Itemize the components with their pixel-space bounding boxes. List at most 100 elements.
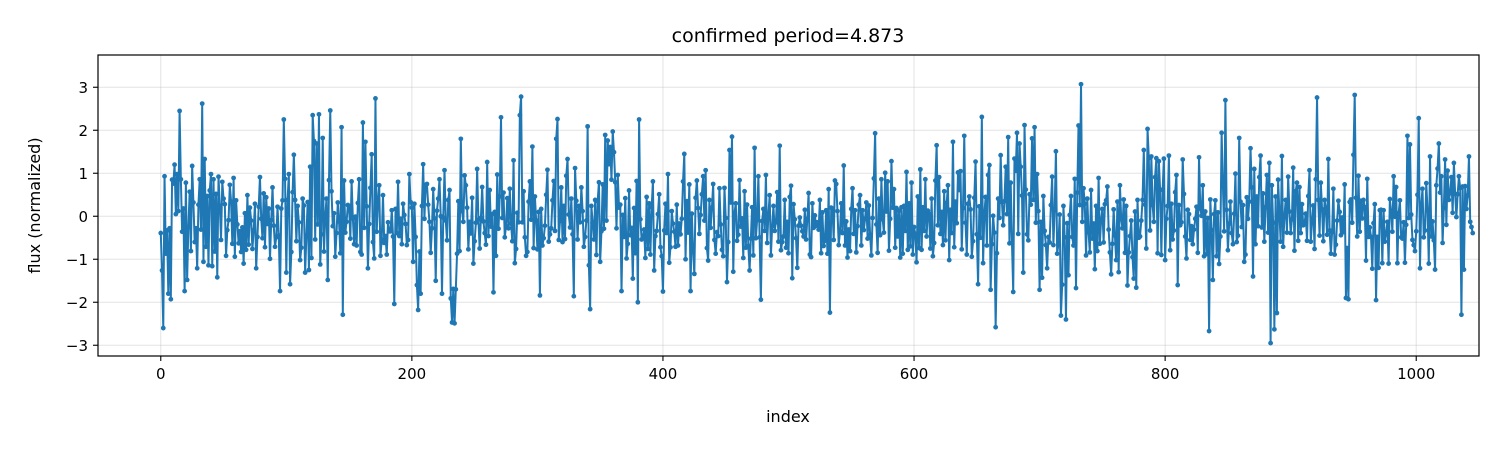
data-point (1098, 217, 1104, 223)
data-point (602, 132, 608, 138)
data-point (1142, 202, 1148, 208)
data-point (1073, 285, 1079, 291)
data-point (203, 244, 209, 250)
data-point (915, 194, 921, 199)
data-point (1192, 216, 1198, 222)
data-point (373, 96, 378, 101)
data-point (344, 219, 349, 225)
data-point (852, 207, 858, 213)
data-point (1235, 233, 1241, 239)
data-point (1447, 190, 1453, 196)
data-point (511, 157, 516, 163)
data-point (329, 188, 334, 194)
data-point (669, 208, 675, 214)
data-point (585, 123, 591, 129)
data-point (846, 227, 852, 232)
data-point (940, 242, 946, 248)
data-point (502, 234, 508, 240)
data-point (627, 232, 633, 238)
data-point (626, 188, 632, 193)
data-point (278, 206, 284, 211)
data-point (885, 179, 891, 184)
data-point (1220, 182, 1226, 188)
data-point (1103, 197, 1109, 203)
data-point (1289, 216, 1295, 222)
data-point (499, 215, 505, 221)
data-point (1260, 191, 1266, 196)
data-point (1179, 219, 1184, 225)
data-point (809, 200, 815, 206)
data-point (877, 232, 883, 238)
data-point (335, 200, 341, 205)
data-point (1418, 202, 1424, 208)
data-point (320, 135, 326, 141)
data-point (650, 179, 656, 184)
data-point (1274, 310, 1280, 316)
data-point (998, 152, 1004, 158)
data-point (211, 176, 216, 182)
data-point (368, 185, 373, 191)
data-point (1137, 234, 1143, 239)
data-point (1314, 95, 1320, 100)
data-point (1425, 207, 1430, 213)
data-point (297, 257, 303, 263)
data-point (1135, 197, 1140, 203)
data-point (1024, 231, 1030, 237)
data-point (419, 203, 425, 209)
data-point (922, 176, 928, 182)
data-point (791, 201, 796, 207)
data-point (771, 203, 776, 209)
data-point (199, 101, 205, 106)
data-point (680, 179, 686, 184)
data-point (1302, 221, 1307, 226)
data-point (545, 167, 550, 173)
data-point (792, 216, 798, 222)
data-point (617, 202, 623, 208)
data-point (535, 246, 540, 252)
data-point (733, 200, 739, 206)
data-point (989, 241, 995, 247)
data-point (340, 312, 346, 318)
data-point (1166, 153, 1172, 159)
data-point (699, 191, 705, 197)
data-point (722, 185, 727, 191)
data-point (1433, 182, 1439, 188)
data-point (676, 221, 682, 226)
data-point (1421, 234, 1427, 240)
data-point (1185, 207, 1191, 213)
data-point (1470, 230, 1476, 236)
series-layer (158, 81, 1476, 346)
data-point (1391, 173, 1397, 179)
data-point (953, 199, 958, 205)
data-point (1167, 247, 1173, 253)
data-point (380, 192, 386, 198)
data-point (642, 255, 648, 261)
data-point (477, 246, 483, 251)
data-point (572, 165, 578, 171)
data-point (425, 202, 431, 208)
data-point (276, 233, 282, 239)
data-point (556, 237, 562, 243)
x-tick-label: 0 (156, 365, 166, 383)
y-tick-label: −3 (66, 337, 88, 355)
data-point (204, 193, 210, 199)
data-point (1226, 221, 1232, 226)
y-tick-label: −1 (66, 251, 88, 269)
data-point (174, 171, 180, 177)
data-point (900, 251, 906, 257)
data-point (482, 230, 488, 236)
data-point (410, 259, 416, 265)
data-point (1058, 313, 1064, 318)
data-point (776, 239, 781, 245)
data-point (1240, 202, 1246, 208)
data-point (621, 234, 627, 240)
data-point (988, 287, 994, 293)
data-point (272, 244, 278, 250)
data-point (381, 240, 387, 246)
data-point (185, 224, 191, 230)
data-point (483, 242, 489, 248)
data-point (689, 211, 695, 217)
data-point (252, 201, 258, 207)
data-point (970, 238, 976, 244)
data-point (974, 231, 980, 237)
